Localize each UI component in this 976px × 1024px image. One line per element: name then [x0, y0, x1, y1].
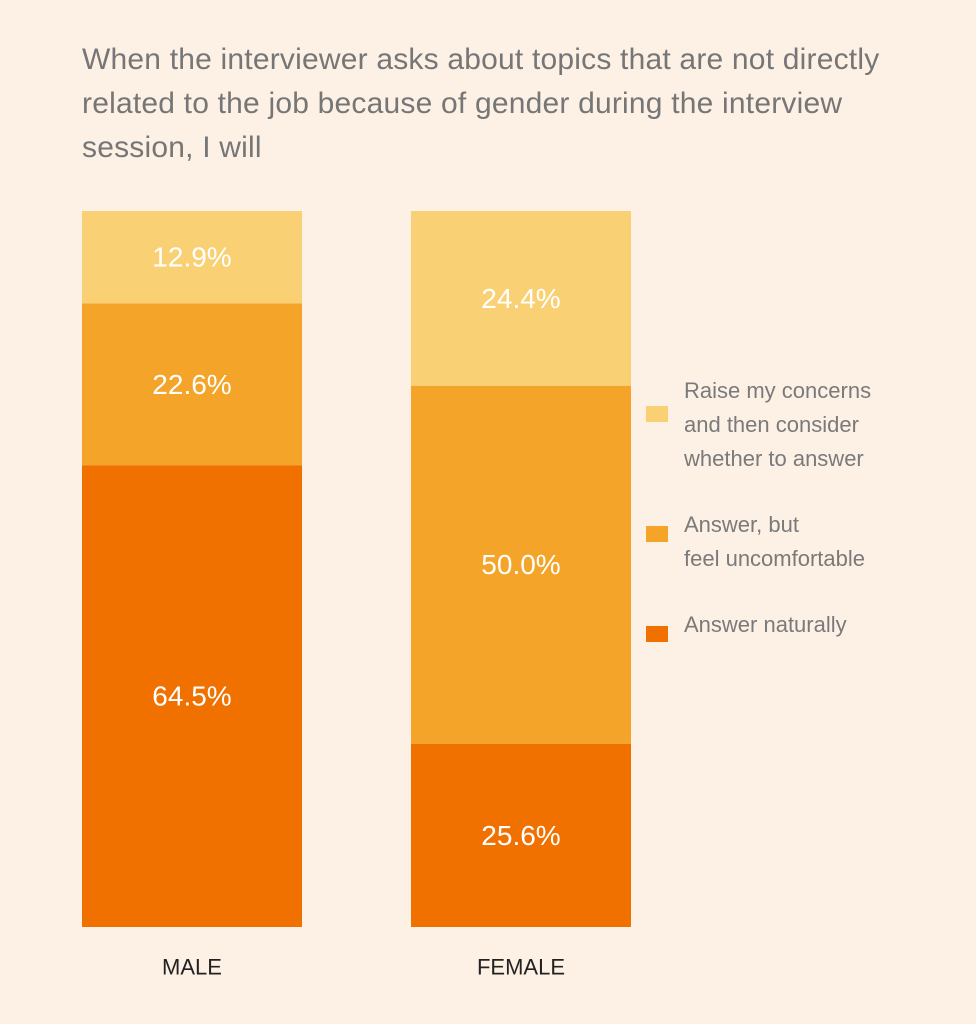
bars-group [82, 211, 631, 927]
category-label-female: FEMALE [477, 955, 565, 980]
category-label-male: MALE [162, 955, 222, 980]
segment-labels-group: 64.5% 22.6% 12.9% 25.6% 50.0% 24.4% [152, 242, 560, 851]
legend-label-2: Raise my concerns and then consider whet… [684, 378, 872, 471]
legend-swatch-1 [646, 526, 668, 542]
legend-label-1: Answer, but feel uncomfortable [684, 512, 865, 571]
bar-segment-male-2 [82, 211, 302, 304]
data-label-male-2: 12.9% [152, 242, 231, 273]
bar-segment-female-0 [411, 743, 631, 927]
category-labels-group: MALE FEMALE [162, 955, 565, 980]
data-label-female-2: 24.4% [481, 283, 560, 314]
data-label-male-0: 64.5% [152, 681, 231, 712]
legend-label-0: Answer naturally [684, 612, 847, 637]
chart-title: When the interviewer asks about topics t… [82, 43, 880, 164]
legend-swatch-0 [646, 626, 668, 642]
bar-segment-male-0 [82, 465, 302, 927]
legend-swatch-2 [646, 406, 668, 422]
data-label-male-1: 22.6% [152, 369, 231, 400]
data-label-female-0: 25.6% [481, 820, 560, 851]
bar-segment-female-1 [411, 385, 631, 744]
bar-segment-male-1 [82, 303, 302, 466]
bar-segment-female-2 [411, 211, 631, 386]
data-label-female-1: 50.0% [481, 549, 560, 580]
